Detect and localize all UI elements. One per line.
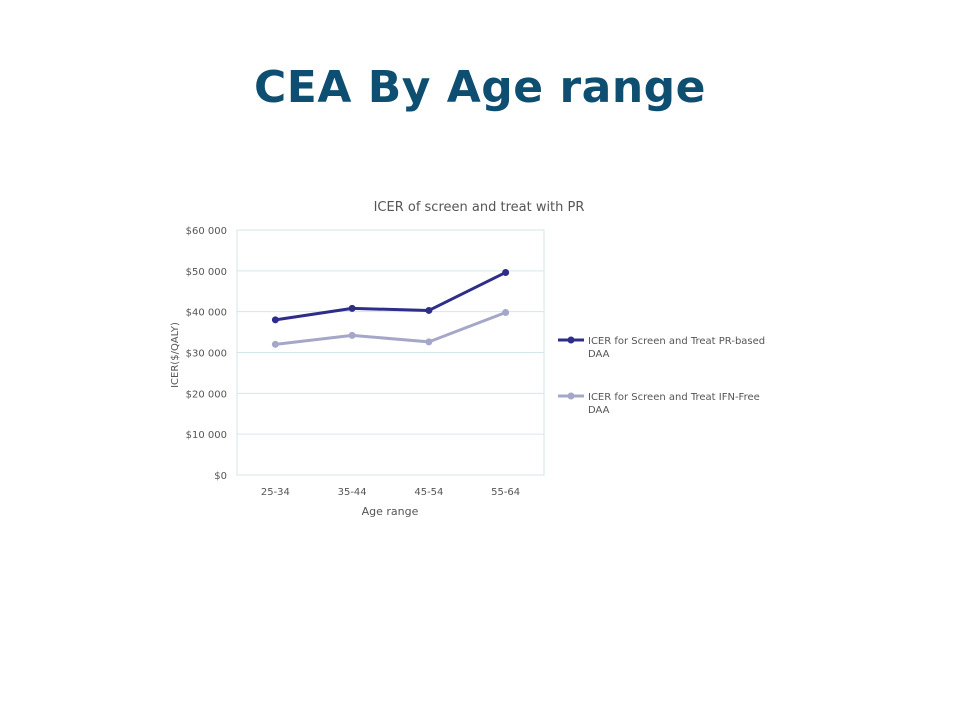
series-line-2 [275, 311, 507, 346]
x-tick-label: 25-34 [261, 487, 290, 498]
legend-label: ICER for Screen and Treat PR-based DAA [588, 336, 765, 360]
y-tick-label: $30 000 [186, 349, 227, 360]
series-lines [271, 268, 510, 348]
data-point [271, 316, 279, 324]
y-axis-label: ICER($/QALY) [170, 322, 181, 388]
data-point [348, 304, 356, 312]
data-point [348, 331, 356, 339]
x-axis-ticks: 25-34 35-44 45-54 55-64 [261, 487, 520, 498]
chart-title: ICER of screen and treat with PR [374, 200, 585, 215]
data-point [502, 268, 510, 276]
y-tick-label: $60 000 [186, 226, 227, 237]
y-tick-label: $50 000 [186, 267, 227, 278]
x-tick-label: 45-54 [414, 487, 443, 498]
x-axis-label: Age range [362, 505, 419, 518]
y-tick-label: $20 000 [186, 389, 227, 400]
legend-swatch-marker [567, 336, 575, 344]
y-tick-label: $40 000 [186, 308, 227, 319]
y-tick-label: $0 [214, 471, 227, 482]
gridlines [237, 229, 544, 476]
y-axis-ticks: $0 $10 000 $20 000 $30 000 $40 000 $50 000 $60… [186, 226, 227, 482]
series-line-1 [275, 271, 507, 322]
data-point [425, 338, 433, 346]
legend: ICER for Screen and Treat PR-based DAA ICE… [558, 336, 765, 416]
data-point [271, 340, 279, 348]
y-tick-label: $10 000 [186, 430, 227, 441]
data-point [425, 306, 433, 314]
data-point [502, 308, 510, 316]
x-tick-label: 55-64 [491, 487, 520, 498]
slide-title: CEA By Age range [253, 62, 707, 113]
legend-swatch-marker [567, 392, 575, 400]
x-tick-label: 35-44 [338, 487, 367, 498]
legend-label: ICER for Screen and Treat IFN-Free DAA [588, 392, 760, 416]
